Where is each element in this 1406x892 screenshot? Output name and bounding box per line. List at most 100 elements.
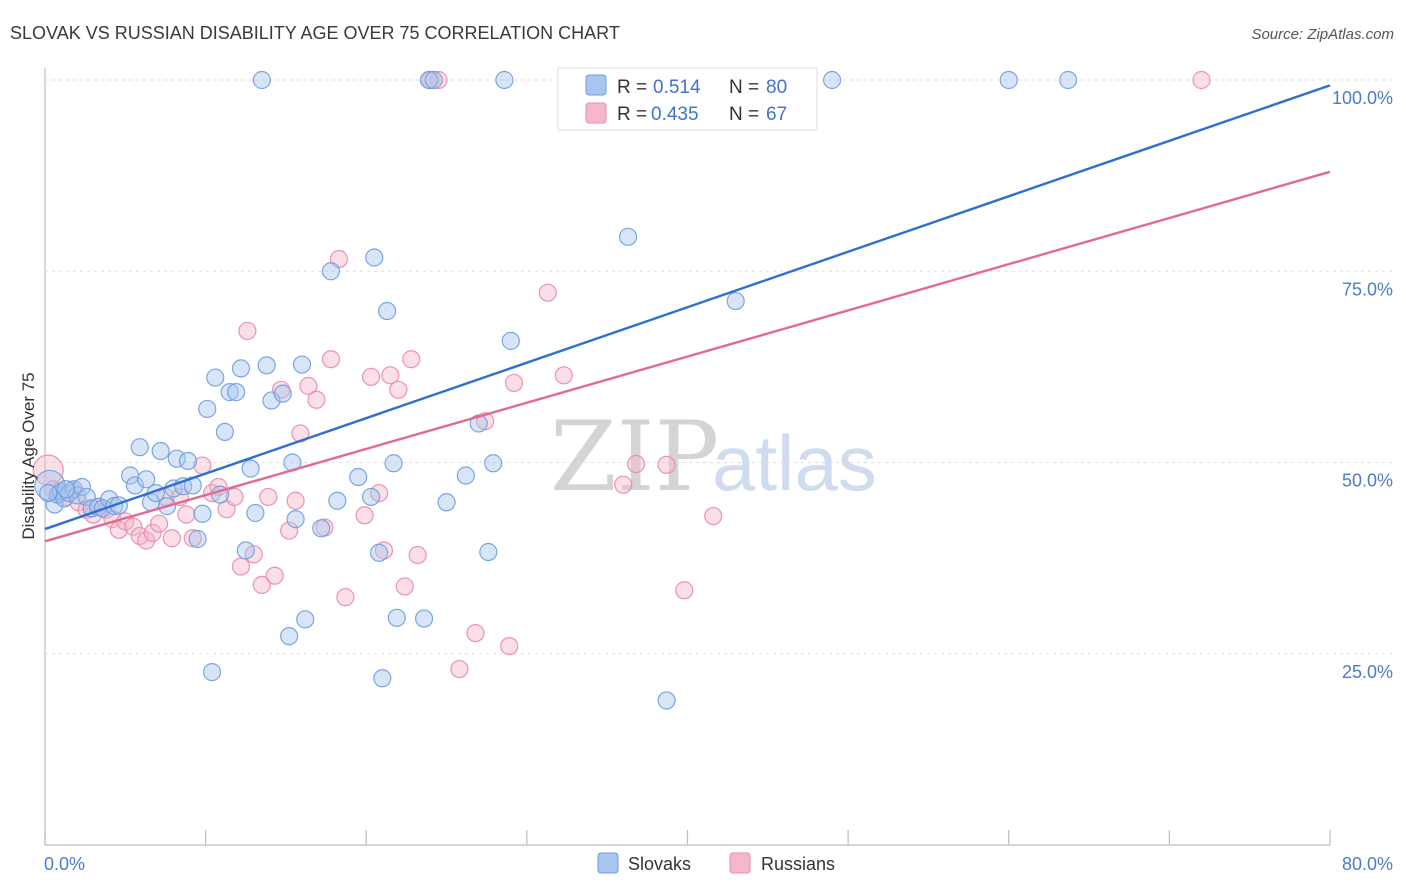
slovak-point	[273, 384, 292, 403]
russian-point	[299, 376, 318, 396]
slovak-point	[296, 610, 315, 629]
slovak-point	[257, 356, 276, 375]
slovak-point	[167, 449, 186, 468]
russian-point	[554, 366, 573, 385]
slovak-point	[618, 227, 638, 246]
x-tick-label-min: 0.0%	[44, 854, 85, 874]
russian-point	[466, 623, 485, 643]
russian-point	[124, 517, 143, 536]
watermark: ZIP atlas	[550, 401, 877, 513]
slovak-point	[479, 542, 498, 562]
bottom-legend-swatch-slovaks	[597, 852, 619, 874]
russian-point	[626, 454, 646, 474]
legend-r-label: R =	[617, 104, 647, 125]
russian-point	[657, 455, 676, 474]
series-russians-points	[32, 70, 1211, 679]
slovak-point	[414, 609, 434, 628]
slovak-point	[484, 454, 503, 473]
slovak-point	[246, 503, 265, 523]
russian-point	[408, 545, 427, 565]
russian-point	[307, 390, 326, 409]
y-tick-label: 25.0%	[1342, 662, 1393, 682]
x-axis-ticks	[44, 830, 1331, 845]
trend-line-slovaks	[44, 84, 1331, 531]
slovak-point	[384, 454, 403, 473]
stats-legend: R = 0.514 N = 80 R = 0.435 N = 67	[557, 67, 818, 131]
slovak-point	[312, 519, 331, 538]
russian-point	[162, 529, 181, 548]
slovak-point	[252, 70, 271, 90]
slovak-point	[469, 414, 488, 433]
series-legend: Slovaks Russians	[597, 852, 835, 874]
slovak-point	[178, 451, 198, 471]
bottom-legend-swatch-russians	[729, 852, 751, 874]
slovak-point	[1059, 70, 1078, 90]
slovak-point	[151, 441, 170, 461]
y-tick-label: 75.0%	[1342, 279, 1393, 299]
slovak-point	[220, 383, 239, 402]
x-tick-label-max: 80.0%	[1342, 854, 1393, 874]
slovak-point	[378, 301, 397, 321]
slovak-point	[495, 70, 514, 90]
legend-n-label: N =	[729, 77, 759, 98]
russian-point	[183, 529, 202, 548]
slovak-point	[198, 399, 217, 419]
plot-area: 25.0% 50.0% 75.0% 100.0%	[32, 68, 1393, 846]
russian-point	[225, 487, 244, 507]
slovak-point	[206, 368, 225, 387]
watermark-zip: ZIP	[550, 401, 719, 513]
russian-point	[504, 373, 524, 393]
russian-point	[321, 350, 341, 369]
slovak-point	[999, 70, 1018, 90]
legend-r-value-russians: 0.435	[651, 104, 699, 125]
slovak-point	[188, 529, 207, 549]
trend-lines	[44, 84, 1331, 543]
slovak-point	[56, 480, 75, 499]
russian-point	[336, 588, 355, 607]
russian-point	[675, 581, 694, 600]
slovak-point	[321, 262, 341, 281]
russian-point	[538, 283, 557, 302]
slovak-point	[193, 504, 212, 523]
slovak-point	[456, 466, 475, 485]
russian-point	[395, 577, 414, 596]
russian-point	[265, 566, 284, 585]
russian-point	[149, 514, 169, 533]
slovak-point	[280, 627, 299, 646]
slovak-point	[726, 291, 745, 311]
slovak-point	[130, 438, 149, 457]
russian-point	[286, 491, 305, 510]
slovak-point	[39, 484, 58, 503]
russian-point	[500, 636, 519, 656]
russian-point	[402, 350, 421, 369]
legend-n-label: N =	[729, 104, 759, 125]
bottom-legend-label-russians: Russians	[761, 854, 835, 874]
russian-point	[143, 523, 162, 542]
slovak-point	[387, 608, 406, 627]
chart-title: SLOVAK VS RUSSIAN DISABILITY AGE OVER 75…	[10, 23, 620, 43]
slovak-point	[373, 669, 392, 688]
slovak-point	[292, 355, 312, 374]
slovak-point	[215, 422, 234, 441]
slovak-point	[236, 541, 255, 560]
russian-point	[429, 70, 448, 90]
slovak-point	[365, 248, 384, 267]
russian-point	[614, 475, 633, 494]
russian-point	[280, 521, 299, 540]
russian-point	[389, 380, 408, 399]
russian-point	[450, 659, 469, 679]
slovak-point	[370, 543, 389, 562]
russian-point	[231, 557, 251, 576]
russian-point	[381, 366, 400, 385]
slovak-point	[227, 383, 246, 402]
legend-r-value-slovaks: 0.514	[653, 77, 701, 98]
russian-point	[355, 506, 374, 525]
legend-swatch-russians	[585, 102, 607, 124]
russian-point	[259, 487, 278, 507]
y-axis-tick-labels: 25.0% 50.0% 75.0% 100.0%	[1332, 88, 1393, 682]
slovak-point	[419, 70, 438, 90]
slovak-point	[125, 476, 145, 495]
slovak-point	[349, 467, 368, 487]
source-label: Source: ZipAtlas.com	[1251, 26, 1394, 43]
russian-point	[1192, 70, 1211, 90]
